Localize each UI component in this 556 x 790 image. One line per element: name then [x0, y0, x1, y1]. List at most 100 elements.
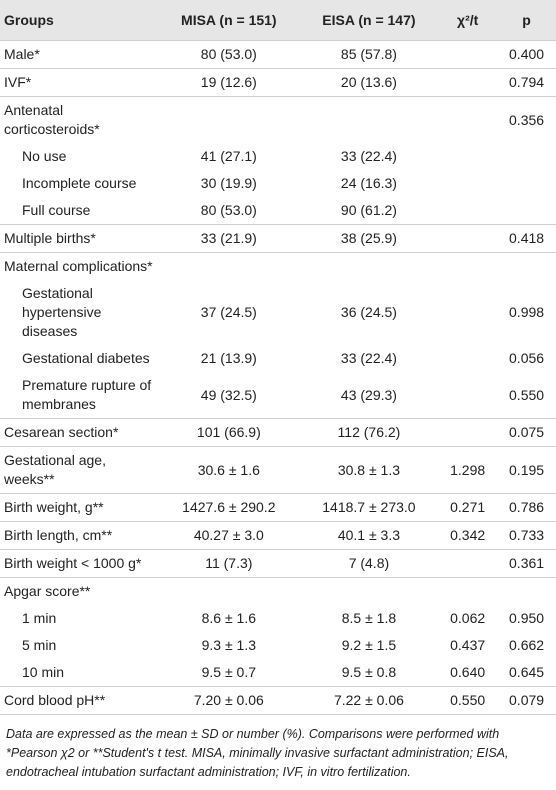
cell: 90 (61.2) — [340, 202, 397, 218]
cell: 9.2 ± 1.5 — [341, 637, 397, 653]
table-row: Full course 80 (53.0) 90 (61.2) — [0, 197, 556, 225]
row-label: 1 min — [22, 610, 57, 626]
cell: 0.786 — [497, 493, 556, 522]
cell: 80 (53.0) — [158, 40, 300, 69]
cell: 0.733 — [497, 521, 556, 550]
cell: 0.998 — [509, 304, 545, 320]
cell — [299, 577, 439, 605]
row-label: Cesarean section* — [0, 418, 158, 447]
cell — [497, 577, 556, 605]
cell: 49 (32.5) — [200, 386, 257, 403]
cell — [438, 577, 498, 605]
table-row: No use 41 (27.1) 33 (22.4) — [0, 143, 556, 170]
cell: 9.3 ± 1.3 — [201, 637, 257, 653]
table-row: Gestational hypertensive diseases 37 (24.… — [0, 280, 556, 345]
cell: 19 (12.6) — [158, 68, 300, 97]
cell — [438, 280, 497, 345]
cell — [438, 372, 497, 419]
table-row: Cord blood pH** 7.20 ± 0.06 7.22 ± 0.06 0.5… — [0, 686, 556, 715]
table-row: Antenatal corticosteroids* 0.356 — [0, 96, 556, 143]
cell — [438, 549, 498, 578]
cell: 37 (24.5) — [200, 304, 257, 320]
cell: 0.342 — [438, 521, 498, 550]
cell: 9.5 ± 0.7 — [201, 664, 257, 680]
row-label: Incomplete course — [22, 175, 137, 191]
cell — [438, 143, 497, 170]
table-row: Gestational age, weeks** 30.6 ± 1.6 30.8 ±… — [0, 446, 556, 494]
cell — [497, 170, 556, 197]
row-label: Gestational age, weeks** — [0, 446, 158, 494]
cell: 33 (22.4) — [340, 148, 397, 164]
table-row: Maternal complications* — [0, 252, 556, 280]
row-label: Male* — [0, 40, 158, 69]
cell — [299, 252, 439, 280]
table-row: Premature rupture of membranes 49 (32.5) 4… — [0, 372, 556, 419]
row-label: Gestational diabetes — [22, 350, 150, 366]
table-row: Gestational diabetes 21 (13.9) 33 (22.4) 0.… — [0, 345, 556, 372]
cell — [158, 252, 300, 280]
cell: 0.056 — [509, 350, 545, 366]
cell — [497, 197, 556, 225]
table-row: IVF* 19 (12.6) 20 (13.6) 0.794 — [0, 68, 556, 97]
cell — [438, 40, 498, 69]
cell: 0.550 — [438, 686, 498, 715]
cell: 1418.7 ± 273.0 — [299, 493, 439, 522]
row-label: 10 min — [22, 664, 65, 680]
row-label: 5 min — [22, 637, 57, 653]
table-row: 10 min 9.5 ± 0.7 9.5 ± 0.8 0.640 0.645 — [0, 659, 556, 687]
cell — [158, 577, 300, 605]
table-row: Birth weight, g** 1427.6 ± 290.2 1418.7 ± … — [0, 493, 556, 522]
table-row: Birth weight < 1000 g* 11 (7.3) 7 (4.8) 0.3… — [0, 549, 556, 578]
cell: 0.418 — [497, 224, 556, 253]
row-label: Cord blood pH** — [0, 686, 158, 715]
cell: 0.271 — [438, 493, 498, 522]
cell: 0.361 — [497, 549, 556, 578]
row-label: Full course — [22, 202, 91, 218]
cell: 30.8 ± 1.3 — [299, 446, 439, 494]
column-header: χ²/t — [438, 0, 498, 41]
cell — [497, 143, 556, 170]
row-label: Maternal complications* — [0, 252, 158, 280]
cell — [438, 197, 497, 225]
cell: 38 (25.9) — [299, 224, 439, 253]
data-table: Groups MISA (n = 151) EISA (n = 147) χ²/t p M… — [0, 0, 556, 715]
cell — [497, 252, 556, 280]
cell: 11 (7.3) — [158, 549, 300, 578]
cell: 9.5 ± 0.8 — [341, 664, 397, 680]
cell: 0.437 — [450, 637, 486, 653]
row-label: Apgar score** — [0, 577, 158, 605]
cell — [438, 345, 497, 372]
table-row: Cesarean section* 101 (66.9) 112 (76.2) 0.0… — [0, 418, 556, 447]
table-row: Male* 80 (53.0) 85 (57.8) 0.400 — [0, 40, 556, 69]
cell: 30 (19.9) — [200, 175, 257, 191]
cell: 0.645 — [509, 664, 545, 680]
table-row: Multiple births* 33 (21.9) 38 (25.9) 0.418 — [0, 224, 556, 253]
cell: 33 (21.9) — [158, 224, 300, 253]
header-row: Groups MISA (n = 151) EISA (n = 147) χ²/t p — [0, 0, 556, 41]
cell: 40.27 ± 3.0 — [158, 521, 300, 550]
cell: 20 (13.6) — [299, 68, 439, 97]
cell: 0.400 — [497, 40, 556, 69]
cell: 0.794 — [497, 68, 556, 97]
cell: 36 (24.5) — [340, 304, 397, 320]
cell — [438, 170, 497, 197]
column-header: p — [497, 0, 556, 41]
cell: 33 (22.4) — [340, 350, 397, 366]
cell: 0.075 — [497, 418, 556, 447]
row-label: Antenatal corticosteroids* — [0, 96, 158, 143]
row-label: Multiple births* — [0, 224, 158, 253]
cell — [438, 68, 498, 97]
cell: 43 (29.3) — [340, 386, 397, 403]
table-row: Birth length, cm** 40.27 ± 3.0 40.1 ± 3.3 0… — [0, 521, 556, 550]
column-header: Groups — [0, 0, 158, 41]
cell: 24 (16.3) — [340, 175, 397, 191]
cell: 0.079 — [497, 686, 556, 715]
cell: 80 (53.0) — [200, 202, 257, 218]
footnote: Data are expressed as the mean ± SD or n… — [6, 727, 509, 779]
cell: 0.640 — [450, 664, 486, 680]
cell: 7.22 ± 0.06 — [299, 686, 439, 715]
row-label: IVF* — [0, 68, 158, 97]
cell: 41 (27.1) — [200, 148, 257, 164]
cell: 0.950 — [509, 610, 545, 626]
